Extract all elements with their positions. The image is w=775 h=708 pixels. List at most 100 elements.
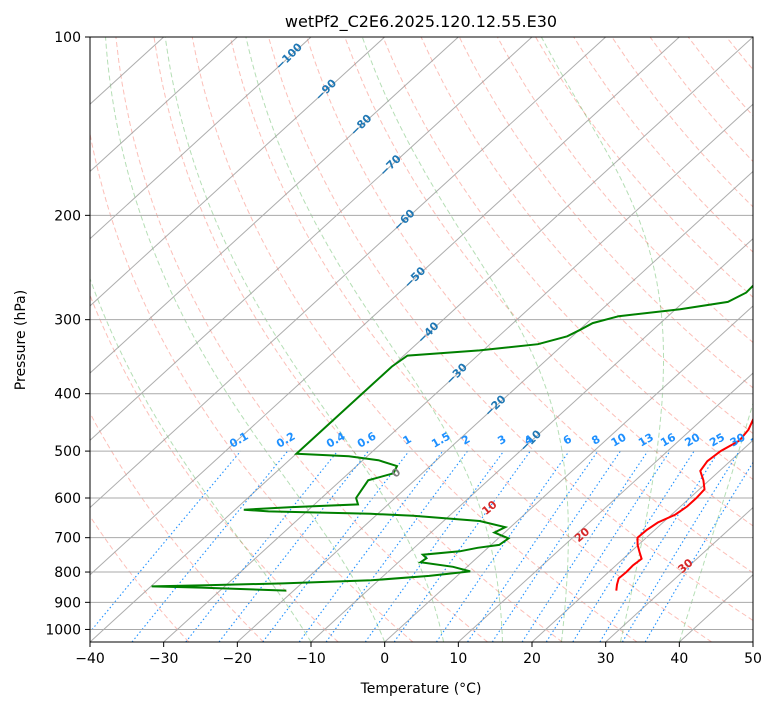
y-axis-label: Pressure (hPa) [13, 290, 29, 390]
isotherm-line [457, 372, 753, 642]
isotherm-line [163, 103, 753, 642]
mixing-ratio-line [131, 450, 289, 642]
mixing-ratio-line [621, 450, 740, 642]
mixing-ratio-line [572, 450, 695, 642]
isotherm-line [90, 37, 386, 307]
x-tick-label: 40 [670, 651, 688, 667]
isotherm-line [236, 170, 753, 642]
y-tick-label: 200 [54, 208, 81, 224]
x-tick-label: 50 [744, 651, 762, 667]
y-axis-ticks: 100 200 300 400 500 600 700 800 900 1000 [45, 30, 90, 638]
dry-adiabat-line [765, 37, 775, 642]
dry-adiabat-line [496, 37, 753, 344]
x-axis-label: Temperature (°C) [360, 681, 482, 697]
isotherm-line [90, 37, 533, 442]
y-tick-label: 400 [54, 387, 81, 403]
dry-adiabat-line [115, 37, 488, 642]
mixing-ratio-line [599, 450, 720, 642]
moist-adiabat-line [540, 37, 664, 642]
mixing-ratio-line [521, 450, 649, 642]
dry-adiabat-line [382, 37, 753, 481]
mixing-ratio-label: 3 [495, 433, 508, 448]
isotherm-label: −80 [348, 112, 375, 139]
chart-title: wetPf2_C2E6.2025.120.12.55.E30 [285, 12, 557, 32]
dry-adiabat-line [268, 37, 753, 622]
isotherm-line [90, 37, 459, 374]
dry-adiabat-line [306, 37, 753, 574]
mixing-ratio-line [491, 450, 621, 642]
dry-adiabat-line [726, 37, 753, 71]
y-tick-label: 600 [54, 491, 81, 507]
x-tick-label: 10 [449, 651, 467, 667]
dry-adiabat-line [535, 37, 753, 298]
plot-frame [89, 36, 754, 643]
y-tick-label: 800 [54, 565, 81, 581]
dry-adiabat-line [153, 37, 563, 642]
mixing-ratio-label: 16 [658, 430, 678, 449]
moist-adiabat-line [105, 37, 386, 642]
isotherm-label: −100 [273, 40, 305, 72]
isotherm-label: −90 [313, 76, 340, 103]
isotherm-line [531, 439, 753, 642]
mixing-ratio-label: 10 [609, 430, 629, 449]
dry-adiabat-line [191, 37, 638, 642]
isotherm-line [310, 237, 753, 642]
dry-adiabat-line [90, 412, 264, 642]
dry-adiabat-line [687, 37, 753, 117]
dry-adiabat-line [573, 37, 753, 253]
isotherm-line [90, 37, 680, 576]
mixing-ratio-line [90, 450, 242, 633]
isotherm-line [605, 506, 753, 642]
mixing-ratio-label: 2 [459, 433, 472, 448]
isotherm-label: −30 [443, 360, 470, 387]
mixing-ratio-line [325, 450, 468, 642]
x-tick-label: 0 [380, 651, 389, 667]
dry-adiabat-label: 0 [389, 465, 403, 480]
moist-adiabat-line [90, 277, 312, 642]
isotherm-line [90, 37, 312, 240]
pressure-gridlines [90, 37, 753, 630]
background-lines [90, 37, 775, 642]
mixing-ratio-label: 0.6 [355, 429, 379, 450]
mixing-ratio-line [435, 450, 570, 642]
mixing-ratio-line [364, 450, 505, 642]
dry-adiabat-line [611, 37, 753, 208]
mixing-ratio-label: 1.5 [429, 430, 452, 451]
mixing-ratio-label: 0.2 [274, 430, 297, 451]
mixing-ratio-line [545, 450, 671, 642]
mixing-ratio-line [467, 450, 599, 642]
y-tick-label: 100 [54, 30, 81, 46]
isotherm-line [384, 305, 753, 642]
mixing-ratio-line [298, 450, 444, 642]
mixing-ratio-label: 1 [401, 433, 414, 448]
moist-adiabat-line [164, 37, 445, 642]
mixing-ratio-label: 0.4 [324, 429, 348, 450]
x-tick-label: 20 [523, 651, 541, 667]
plot-area: −100−90−80−70−60−50−40−30−20−100.1 0.2 0.4… [90, 37, 775, 642]
x-tick-label: −10 [296, 651, 326, 667]
x-axis-ticks: −40 −30 −20 −10 0 10 20 30 40 50 [75, 642, 762, 667]
mixing-ratio-line [262, 450, 410, 642]
isotherm-label: −20 [482, 392, 509, 419]
dewpoint-line [151, 284, 753, 592]
y-tick-label: 700 [54, 531, 81, 547]
mixing-ratio-label: 6 [561, 432, 574, 447]
dry-adiabat-line [344, 37, 753, 527]
mixing-ratio-label: 13 [636, 431, 656, 450]
y-tick-label: 300 [54, 313, 81, 329]
x-tick-label: −30 [149, 651, 179, 667]
sounding-series [151, 284, 753, 592]
mixing-ratio-line [393, 450, 531, 642]
y-tick-label: 900 [54, 595, 81, 611]
x-tick-label: 30 [597, 651, 615, 667]
mixing-ratio-label: 0.1 [227, 430, 250, 451]
isotherm-label: −50 [402, 264, 429, 291]
isotherm-line [90, 37, 607, 509]
x-tick-label: −20 [223, 651, 253, 667]
mixing-ratio-label: 25 [707, 431, 727, 450]
mixing-ratio-label: 20 [683, 430, 703, 449]
dry-adiabat-label: 30 [675, 556, 695, 576]
isotherm-label: −60 [391, 207, 418, 234]
moist-adiabat-line [678, 401, 753, 642]
